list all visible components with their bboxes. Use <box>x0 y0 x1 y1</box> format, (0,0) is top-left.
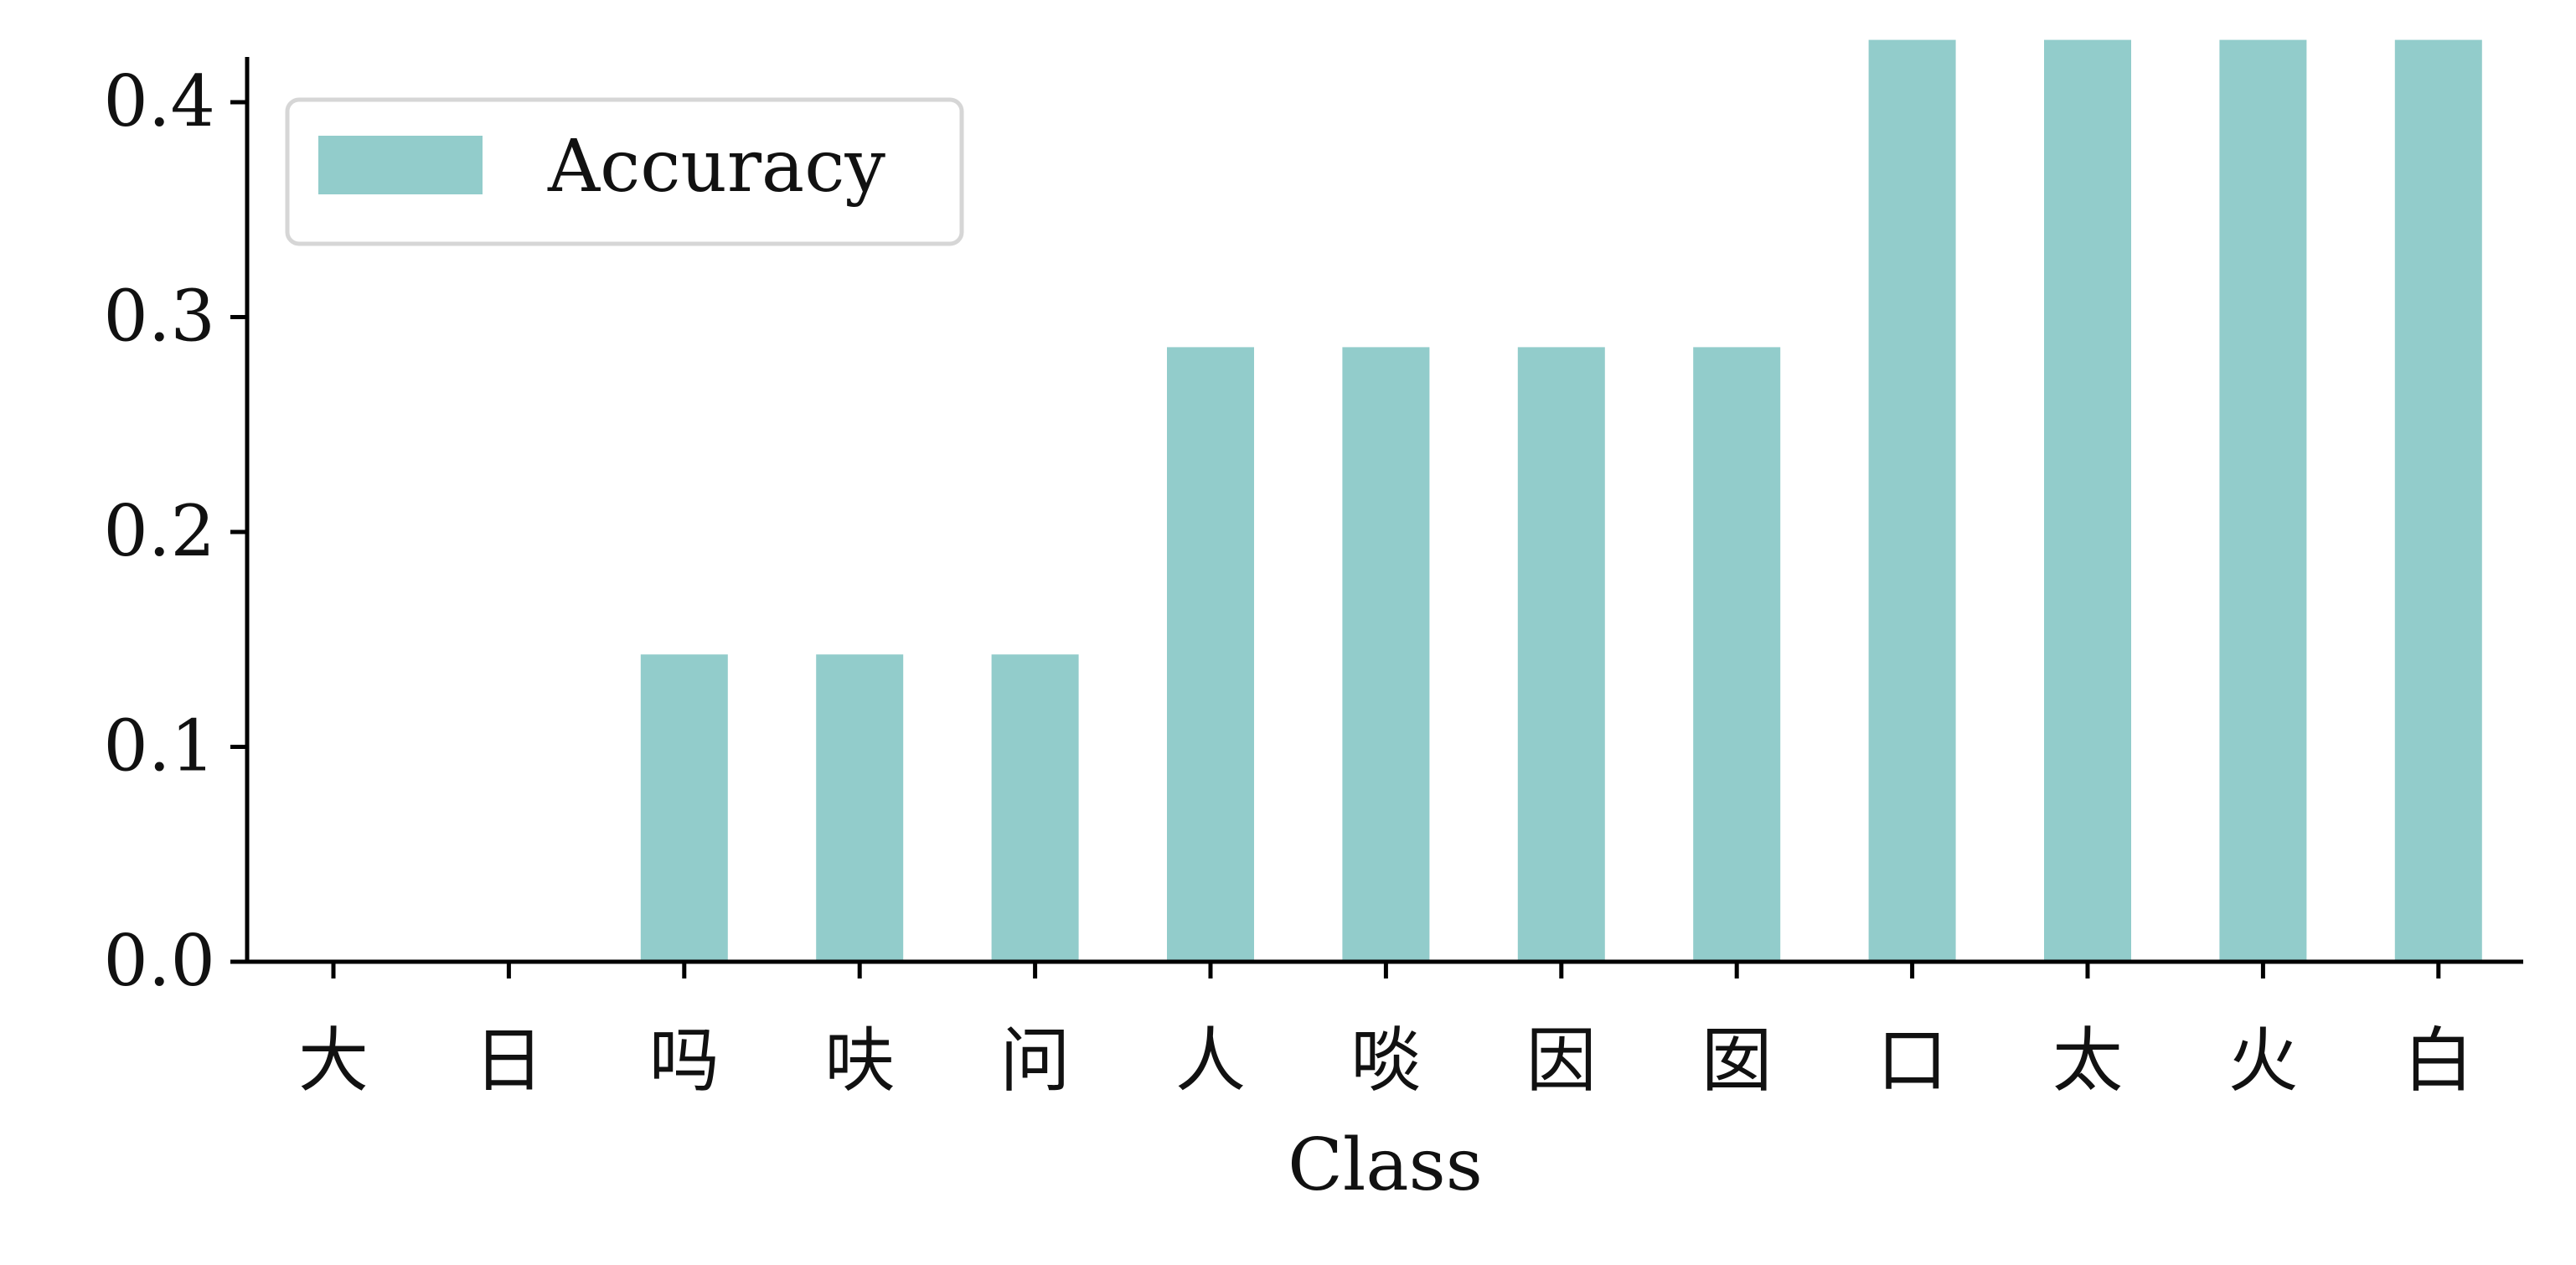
legend: Accuracy <box>285 97 964 246</box>
x-axis: 大日吗呋问人啖因囡口太火白 <box>245 959 2523 1102</box>
bar-4 <box>816 654 904 962</box>
x-tick-label-2: 日 <box>473 1020 544 1102</box>
bar-9 <box>1693 347 1781 962</box>
x-tick-label-4: 呋 <box>824 1020 895 1102</box>
legend-label-accuracy: Accuracy <box>547 125 885 209</box>
bar-12 <box>2219 39 2307 963</box>
bar-6 <box>1167 347 1254 962</box>
x-tick-label-12: 火 <box>2228 1020 2298 1102</box>
y-tick-label-3: 0.2 <box>103 490 215 572</box>
x-tick-label-7: 啖 <box>1350 1020 1421 1102</box>
x-axis-title: Class <box>1288 1123 1483 1207</box>
x-tick-label-10: 口 <box>1877 1020 1948 1102</box>
y-tick-label-2: 0.1 <box>103 705 215 787</box>
x-tick-label-3: 吗 <box>649 1020 720 1102</box>
y-axis: 0.0 0.1 0.2 0.3 0.4 <box>103 57 250 1002</box>
x-tick-label-6: 人 <box>1175 1020 1246 1102</box>
legend-swatch <box>318 136 483 194</box>
bar-13 <box>2394 39 2482 963</box>
bar-10 <box>1868 39 1956 963</box>
x-tick-label-13: 白 <box>2403 1020 2474 1102</box>
y-tick-label-4: 0.3 <box>103 276 215 358</box>
x-tick-label-9: 囡 <box>1701 1020 1772 1102</box>
x-tick-label-5: 问 <box>1000 1020 1071 1102</box>
bar-5 <box>991 654 1079 962</box>
bar-7 <box>1342 347 1430 962</box>
bar-8 <box>1517 347 1605 962</box>
bar-3 <box>640 654 728 962</box>
x-tick-label-1: 大 <box>298 1020 369 1102</box>
bar-11 <box>2044 39 2131 963</box>
x-tick-label-8: 因 <box>1526 1020 1597 1102</box>
y-tick-label-1: 0.0 <box>103 920 215 1002</box>
bars <box>640 39 2482 963</box>
x-tick-label-11: 太 <box>2052 1020 2123 1102</box>
y-tick-label-5: 0.4 <box>103 60 215 142</box>
